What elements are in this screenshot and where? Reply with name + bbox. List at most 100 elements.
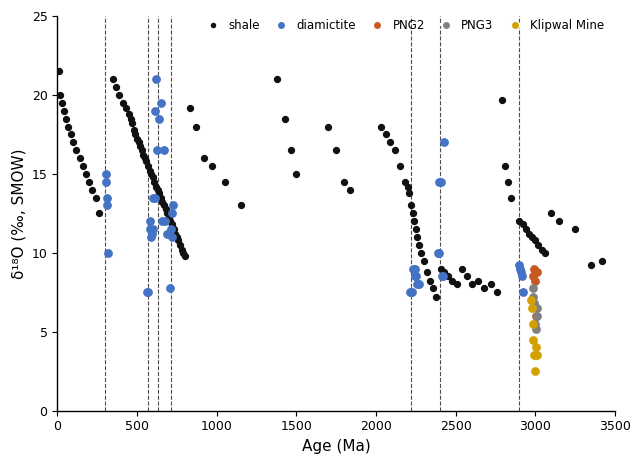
Legend: shale, diamictite, PNG2, PNG3, Klipwal Mine: shale, diamictite, PNG2, PNG3, Klipwal M… [196, 14, 609, 37]
PNG2 [528, 273, 539, 280]
PNG2 [530, 312, 541, 319]
PNG3 [531, 325, 541, 332]
Y-axis label: δ¹⁸O (‰, SMOW): δ¹⁸O (‰, SMOW) [11, 148, 26, 279]
shale [422, 268, 432, 275]
shale [170, 230, 180, 238]
shale [524, 230, 534, 238]
shale [323, 123, 333, 130]
shale [108, 75, 118, 83]
PNG3 [530, 320, 540, 327]
shale [404, 189, 415, 197]
diamictite [517, 273, 527, 280]
shale [91, 194, 101, 201]
diamictite [412, 281, 422, 288]
diamictite [515, 265, 525, 272]
shale [503, 178, 514, 186]
shale [485, 281, 496, 288]
diamictite [166, 233, 177, 241]
shale [399, 178, 410, 186]
shale [514, 218, 525, 225]
diamictite [438, 139, 449, 146]
shale [452, 281, 462, 288]
diamictite [516, 268, 526, 275]
diamictite [155, 99, 166, 106]
shale [137, 146, 147, 154]
shale [272, 75, 282, 83]
diamictite [101, 170, 111, 178]
shale [117, 99, 128, 106]
shale [162, 210, 172, 217]
shale [507, 194, 517, 201]
shale [220, 178, 230, 186]
shale [150, 178, 160, 186]
shale [385, 139, 395, 146]
shale [159, 202, 169, 209]
shale [160, 205, 171, 213]
shale [127, 120, 137, 127]
Klipwal Mine [532, 352, 542, 359]
shale [177, 246, 187, 253]
diamictite [146, 233, 157, 241]
PNG2 [530, 278, 540, 285]
shale [380, 131, 390, 138]
shale [534, 241, 544, 249]
shale [286, 146, 297, 154]
shale [165, 218, 175, 225]
diamictite [101, 194, 112, 201]
diamictite [146, 230, 157, 238]
shale [175, 241, 185, 249]
shale [436, 265, 446, 272]
diamictite [150, 107, 160, 114]
Klipwal Mine [529, 352, 539, 359]
PNG3 [528, 284, 538, 291]
diamictite [151, 75, 161, 83]
shale [134, 139, 144, 146]
shale [84, 178, 94, 186]
shale [537, 246, 547, 253]
shale [111, 83, 121, 91]
shale [376, 123, 386, 130]
diamictite [406, 289, 416, 296]
diamictite [167, 210, 177, 217]
shale [125, 115, 135, 122]
shale [414, 241, 424, 249]
shale [403, 183, 413, 190]
X-axis label: Age (Ma): Age (Ma) [302, 439, 370, 454]
diamictite [413, 281, 424, 288]
diamictite [145, 226, 155, 233]
diamictite [405, 289, 415, 296]
shale [81, 170, 91, 178]
shale [492, 289, 502, 296]
Klipwal Mine [528, 336, 539, 343]
diamictite [168, 202, 178, 209]
diamictite [159, 146, 169, 154]
shale [114, 91, 125, 99]
shale [140, 154, 150, 162]
shale [87, 186, 98, 193]
shale [466, 281, 476, 288]
shale [157, 199, 168, 206]
shale [447, 278, 458, 285]
diamictite [148, 194, 159, 201]
shale [408, 210, 418, 217]
diamictite [166, 226, 176, 233]
PNG3 [528, 293, 539, 301]
diamictite [514, 262, 524, 269]
shale [540, 249, 550, 257]
diamictite [436, 178, 446, 186]
shale [124, 110, 134, 118]
diamictite [407, 289, 417, 296]
shale [345, 186, 356, 193]
shale [500, 162, 510, 170]
shale [546, 210, 557, 217]
diamictite [434, 178, 444, 186]
shale [191, 123, 201, 130]
shale [331, 146, 342, 154]
shale [390, 146, 400, 154]
shale [570, 226, 580, 233]
shale [144, 167, 155, 174]
shale [412, 233, 422, 241]
diamictite [410, 265, 420, 272]
shale [409, 218, 419, 225]
shale [473, 278, 483, 285]
